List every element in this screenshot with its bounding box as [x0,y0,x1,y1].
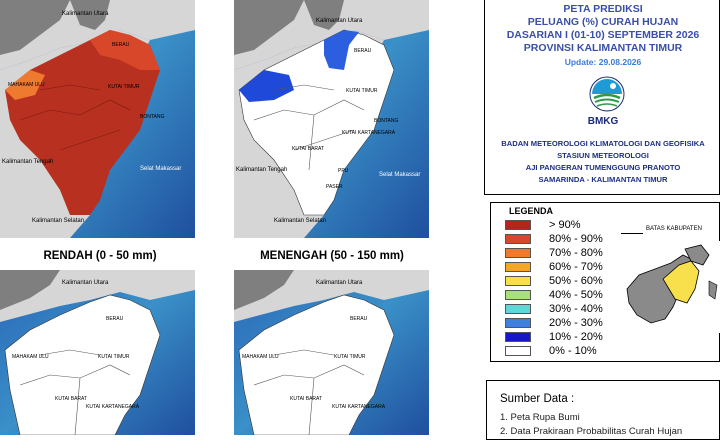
strait-label: Selat Makassar [379,172,420,178]
source-item: 2. Data Prakiraan Probabilitas Curah Huj… [500,426,683,437]
boundary-line-icon [621,233,643,234]
legend-swatch [505,276,531,286]
regency-label-paser: PASER [326,184,343,190]
bmkg-logo-text: BMKG [587,116,619,127]
legend-swatch [505,220,531,230]
regency-label-kukar: KUTAI KARTANEGARA [332,404,386,410]
neighbor-label-west: Kalimantan Tengah [2,159,53,165]
agency-line-4: SAMARINDA - KALIMANTAN TIMUR [538,175,668,184]
legend-item: 0% - 10% [505,345,625,359]
strait-label: Selat Makassar [140,166,181,172]
inset-map [621,241,720,333]
regency-label-ppu: PPU [338,168,349,174]
regency-label-berau: BERAU [354,48,372,54]
regency-label-kukar: KUTAI KARTANEGARA [342,130,396,136]
neighbor-label-north: Kalimantan Utara [316,18,363,24]
legend-label: 70% - 80% [549,247,603,259]
legend-item: 50% - 60% [505,275,625,289]
regency-label-bontang: BONTANG [374,118,398,124]
legend-swatch [505,332,531,342]
map-panel-bottom-left: Kalimantan Utara MAHAKAM ULU BERAU KUTAI… [0,270,195,435]
regency-label-kukar: KUTAI KARTANEGARA [86,404,140,410]
legend-swatch [505,234,531,244]
regency-label-kubar: KUTAI BARAT [290,396,322,402]
regency-label-kubar: KUTAI BARAT [55,396,87,402]
regency-label-mahakam: MAHAKAM ULU [12,354,49,360]
boundary-label: BATAS KABUPATEN [646,226,702,232]
legend-title: LEGENDA [509,206,554,216]
legend-label: 40% - 50% [549,289,603,301]
agency-line-2: STASIUN METEOROLOGI [557,151,649,160]
regency-label-kubar: KUTAI BARAT [292,146,324,152]
panel-caption-menengah: MENENGAH (50 - 150 mm) [260,250,404,262]
legend-swatch [505,290,531,300]
legend-label: 30% - 40% [549,303,603,315]
legend-swatch [505,248,531,258]
regency-label-kutim: KUTAI TIMUR [98,354,130,360]
legend-item: 70% - 80% [505,247,625,261]
source-box: Sumber Data : 1. Peta Rupa Bumi 2. Data … [486,380,720,440]
map-title-line-3: DASARIAN I (01-10) SEPTEMBER 2026 [506,29,700,41]
map-title-line-2: PELUANG (%) CURAH HUJAN [527,16,679,28]
legend-item: > 90% [505,219,625,233]
source-item: 1. Peta Rupa Bumi [500,412,580,423]
legend-item: 10% - 20% [505,331,625,345]
neighbor-label-north: Kalimantan Utara [62,11,109,17]
regency-label-berau: BERAU [350,316,368,322]
regency-label-berau: BERAU [106,316,124,322]
regency-label-bontang: BONTANG [140,114,164,120]
map-panel-menengah: Kalimantan Utara Kalimantan Tengah Kalim… [234,0,429,238]
legend-label: 10% - 20% [549,331,603,343]
legend-item: 40% - 50% [505,289,625,303]
legend-label: 0% - 10% [549,345,597,357]
legend-item: 60% - 70% [505,261,625,275]
map-panel-bottom-right: Kalimantan Utara MAHAKAM ULU BERAU KUTAI… [234,270,429,435]
legend-item: 20% - 30% [505,317,625,331]
legend-label: 60% - 70% [549,261,603,273]
update-date: Update: 29.08.2026 [564,57,642,67]
map-panel-rendah: Kalimantan Utara Kalimantan Tengah Kalim… [0,0,195,238]
regency-label-kutim: KUTAI TIMUR [108,84,140,90]
legend-swatch [505,262,531,272]
regency-label-berau: BERAU [112,42,130,48]
legend-swatch [505,304,531,314]
legend-swatch [505,346,531,356]
agency-line-1: BADAN METEOROLOGI KLIMATOLOGI DAN GEOFIS… [501,139,705,148]
legend-swatch [505,318,531,328]
regency-label-mahakam: MAHAKAM ULU [8,82,45,88]
panel-caption-rendah: RENDAH (0 - 50 mm) [43,250,157,262]
source-title: Sumber Data : [500,393,575,405]
legend-label: 80% - 90% [549,233,603,245]
map-title-line-1: PETA PREDIKSI [563,3,643,15]
legend-label: 50% - 60% [549,275,603,287]
legend-label: 20% - 30% [549,317,603,329]
regency-label-kutim: KUTAI TIMUR [346,88,378,94]
agency-line-3: AJI PANGERAN TUMENGGUNG PRANOTO [525,163,681,172]
neighbor-label-north: Kalimantan Utara [316,280,363,286]
legend-item: 80% - 90% [505,233,625,247]
info-box: PETA PREDIKSI PELUANG (%) CURAH HUJAN DA… [484,0,720,195]
map-title-line-4: PROVINSI KALIMANTAN TIMUR [523,42,683,54]
bmkg-logo-icon [589,76,625,112]
neighbor-label-north: Kalimantan Utara [62,280,109,286]
regency-label-kutim: KUTAI TIMUR [334,354,366,360]
neighbor-label-south: Kalimantan Selatan [274,218,326,224]
neighbor-label-south: Kalimantan Selatan [32,218,84,224]
neighbor-label-west: Kalimantan Tengah [236,167,287,173]
legend-box: LEGENDA > 90% 80% - 90% 70% - 80% 60% - … [490,202,720,362]
legend-label: > 90% [549,219,581,231]
regency-label-mahakam: MAHAKAM ULU [242,354,279,360]
legend-item: 30% - 40% [505,303,625,317]
